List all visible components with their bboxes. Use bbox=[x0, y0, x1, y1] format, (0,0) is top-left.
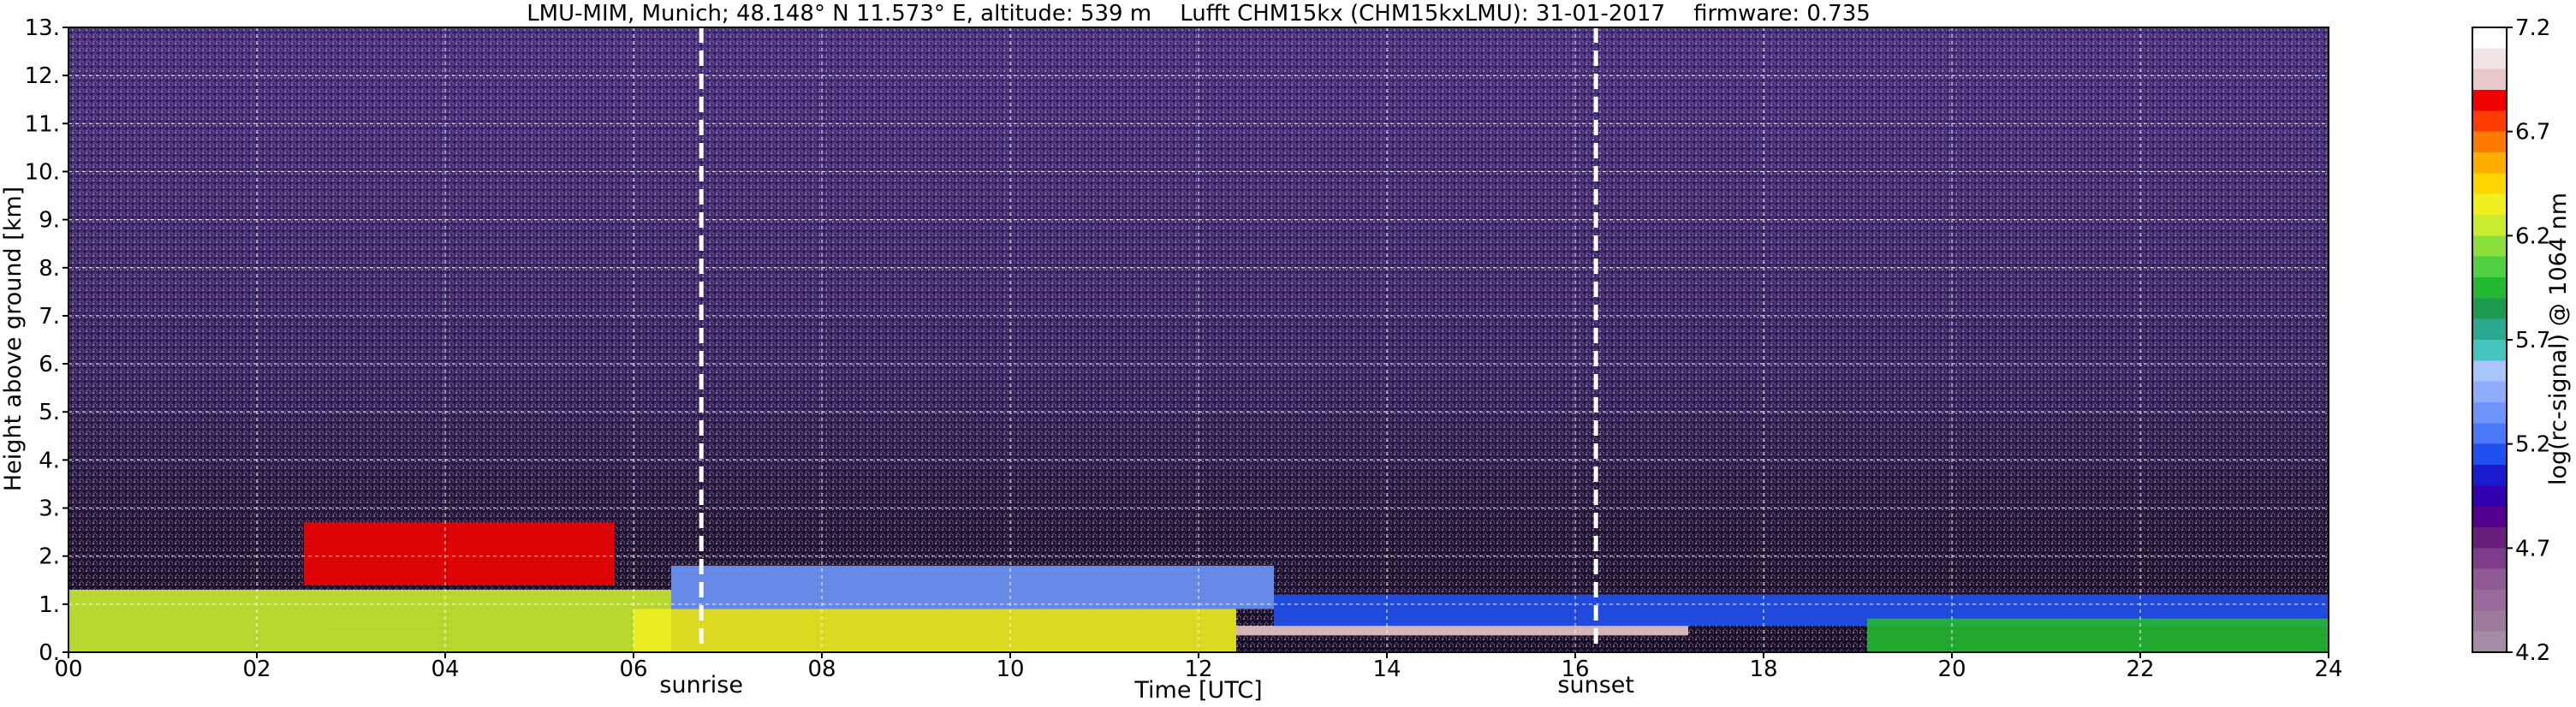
grid-lines bbox=[68, 27, 2329, 652]
x-tick-label: 24 bbox=[2314, 656, 2342, 682]
y-tick-label: 11. bbox=[25, 111, 60, 137]
x-tick-label: 02 bbox=[242, 656, 271, 682]
event-lines: sunrise sunset bbox=[659, 27, 1634, 698]
colorbar-label: log(rc-signal) @ 1064 nm bbox=[2545, 193, 2572, 485]
sunset-label: sunset bbox=[1557, 672, 1634, 698]
plot-area: sunrise sunset bbox=[68, 27, 2329, 698]
y-tick-label: 13. bbox=[25, 15, 60, 41]
backscatter-layer-3 bbox=[634, 609, 1236, 652]
x-axis-ticks: 00 02 04 06 08 10 12 14 16 18 20 22 24 bbox=[54, 652, 2343, 682]
backscatter-layer-4 bbox=[671, 565, 1274, 609]
x-tick-label: 20 bbox=[1937, 656, 1966, 682]
backscatter-layer-2 bbox=[304, 522, 615, 585]
colorbar-tick-label: 5.2 bbox=[2515, 432, 2550, 458]
chart-title: LMU-MIM, Munich; 48.148° N 11.573° E, al… bbox=[527, 1, 1871, 27]
x-axis-label: Time [UTC] bbox=[1133, 677, 1262, 704]
y-tick-label: 10. bbox=[25, 159, 60, 185]
colorbar-tick-label: 7.2 bbox=[2515, 15, 2550, 41]
y-tick-label: 6. bbox=[39, 352, 60, 377]
y-axis-ticks: 0. 1. 2. 3. 4. 5. 6. 7. 8. 9. 10. 11. 12. 13. bbox=[25, 15, 68, 666]
x-tick-label: 16 bbox=[1561, 656, 1589, 682]
x-tick-label: 18 bbox=[1749, 656, 1777, 682]
colorbar-tick-label: 6.2 bbox=[2515, 223, 2550, 249]
y-tick-label: 9. bbox=[39, 208, 60, 234]
x-tick-label: 04 bbox=[431, 656, 459, 682]
backscatter-layer-1 bbox=[68, 590, 671, 652]
y-tick-label: 7. bbox=[39, 304, 60, 330]
y-axis-label: Height above ground [km] bbox=[0, 187, 27, 491]
y-tick-label: 1. bbox=[39, 592, 60, 618]
y-tick-label: 5. bbox=[39, 400, 60, 425]
y-tick-label: 3. bbox=[39, 496, 60, 522]
colorbar-tick-label: 6.7 bbox=[2515, 120, 2550, 146]
colorbar-ticks: 4.2 4.7 5.2 5.7 6.2 6.7 7.2 bbox=[2507, 15, 2550, 666]
y-tick-label: 4. bbox=[39, 448, 60, 473]
y-tick-label: 2. bbox=[39, 544, 60, 570]
colorbar-body bbox=[2472, 27, 2508, 653]
y-tick-label: 8. bbox=[39, 256, 60, 282]
colorbar-tick-label: 4.2 bbox=[2515, 640, 2550, 666]
backscatter-layers bbox=[68, 522, 2329, 652]
y-tick-label: 0. bbox=[39, 640, 60, 666]
x-tick-label: 08 bbox=[807, 656, 836, 682]
x-tick-label: 06 bbox=[619, 656, 647, 682]
colorbar-tick-label: 5.7 bbox=[2515, 328, 2550, 354]
x-tick-label: 10 bbox=[996, 656, 1024, 682]
y-tick-label: 12. bbox=[25, 63, 60, 89]
x-tick-label: 12 bbox=[1184, 656, 1212, 682]
colorbar: 4.2 4.7 5.2 5.7 6.2 6.7 7.2 log(rc-signal) @ 1… bbox=[2472, 15, 2572, 666]
colorbar-tick-label: 4.7 bbox=[2515, 536, 2550, 561]
x-tick-label: 22 bbox=[2126, 656, 2154, 682]
sunrise-label: sunrise bbox=[659, 672, 743, 698]
backscatter-layer-7 bbox=[1867, 618, 2329, 652]
backscatter-layer-5 bbox=[1236, 626, 1688, 636]
x-tick-label: 14 bbox=[1372, 656, 1401, 682]
x-tick-label: 00 bbox=[54, 656, 82, 682]
